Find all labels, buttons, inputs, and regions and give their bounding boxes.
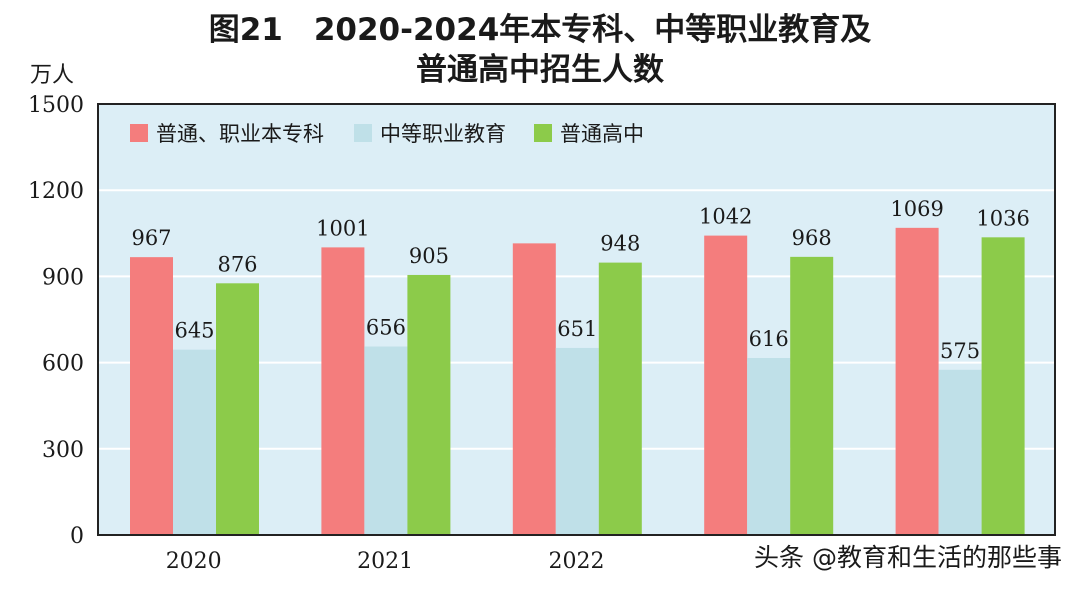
data-label: 1069 [890,197,943,221]
y-tick-label: 1500 [28,93,84,118]
watermark: 头条 @教育和生活的那些事 [754,543,1062,572]
bar [173,349,216,535]
legend: 普通、职业本专科 中等职业教育 普通高中 [130,122,644,146]
data-label: 616 [749,327,789,351]
bar [704,235,748,535]
data-label: 948 [600,232,640,256]
legend-label: 中等职业教育 [380,122,506,146]
data-label: 651 [557,317,597,341]
y-tick-label: 900 [42,265,84,290]
bar [130,257,173,535]
y-tick-label: 600 [42,352,84,377]
x-axis-ticks: 2020 2021 2022 [166,549,605,574]
bar [598,262,642,535]
legend-swatch [354,124,372,142]
data-label: 967 [131,226,171,250]
data-label: 656 [366,316,406,340]
data-label: 575 [940,339,980,363]
legend-label: 普通高中 [560,122,644,146]
y-tick-label: 300 [42,438,84,463]
bar [216,283,259,535]
x-tick-label: 2022 [549,549,605,574]
y-tick-label: 1200 [28,179,84,204]
bars [130,227,1025,535]
chart-title-line1: 图21 2020-2024年本专科、中等职业教育及 [209,12,872,48]
data-label: 876 [217,252,257,276]
bar [938,369,982,535]
bar [747,358,791,535]
bar [407,274,451,535]
chart-title-line2: 普通高中招生人数 [416,52,664,88]
legend-label: 普通、职业本专科 [156,122,324,146]
data-label: 1001 [316,216,369,240]
legend-swatch [534,124,552,142]
bar [321,247,365,535]
y-axis-label: 万人 [30,63,74,88]
bar [981,237,1025,535]
bar [364,346,408,535]
data-labels: 967 645 876 1001 656 905 651 948 1042 616 968 1069 5… [131,197,1029,363]
data-label: 1036 [976,206,1029,230]
bar [512,243,556,535]
legend-swatch [130,124,148,142]
bar [790,256,834,535]
y-axis-ticks: 0 300 600 900 1200 1500 [28,93,84,549]
plot-border [97,103,1056,536]
y-tick-label: 0 [70,524,84,549]
data-label: 1042 [699,205,752,229]
bar [895,227,939,535]
data-label: 645 [174,319,214,343]
data-label: 905 [409,244,449,268]
x-tick-label: 2020 [166,549,222,574]
bar [555,347,599,535]
data-label: 968 [792,226,832,250]
x-tick-label: 2021 [357,549,413,574]
